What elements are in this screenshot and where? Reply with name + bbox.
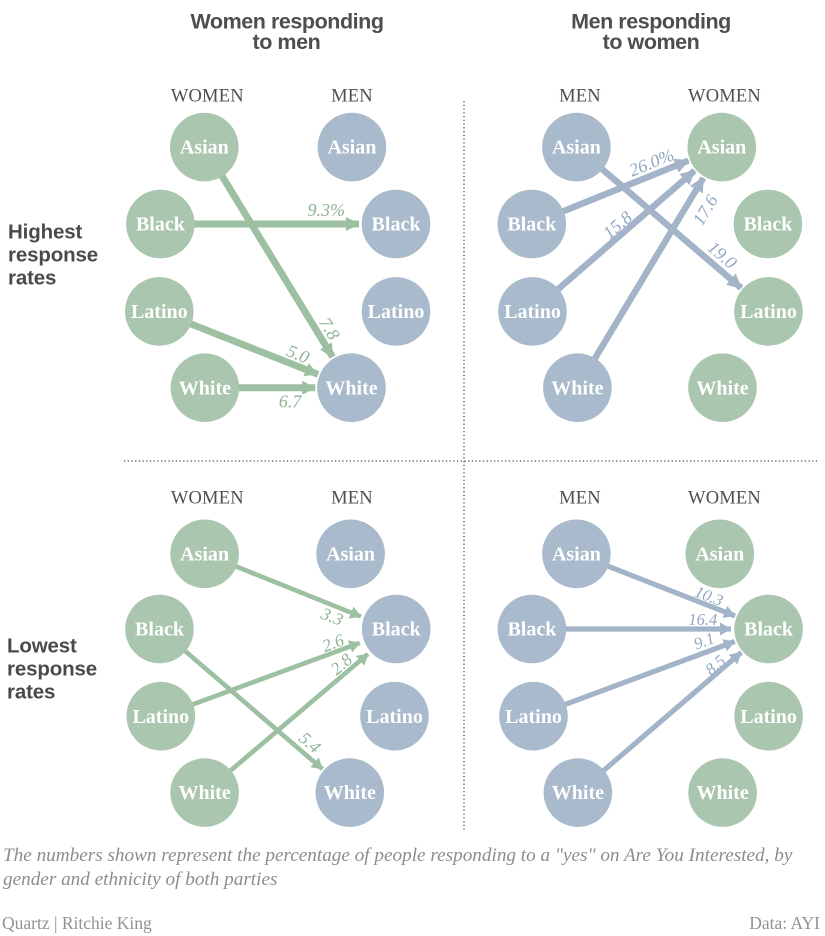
svg-text:Asian: Asian	[180, 543, 229, 565]
svg-text:rates: rates	[8, 266, 56, 289]
svg-text:WOMEN: WOMEN	[171, 87, 244, 107]
svg-text:to men: to men	[253, 30, 321, 54]
svg-text:WOMEN: WOMEN	[688, 489, 761, 509]
svg-text:White: White	[552, 782, 604, 804]
svg-text:Asian: Asian	[327, 137, 376, 159]
svg-text:White: White	[325, 377, 377, 399]
svg-text:White: White	[696, 377, 748, 399]
svg-text:Asian: Asian	[697, 137, 746, 159]
svg-text:MEN: MEN	[331, 489, 373, 509]
svg-text:White: White	[324, 782, 376, 804]
svg-text:Women responding: Women responding	[190, 9, 383, 33]
svg-text:6.7: 6.7	[279, 391, 303, 411]
svg-text:gender and ethnicity of both p: gender and ethnicity of both parties	[3, 869, 277, 890]
svg-text:16.4: 16.4	[688, 610, 717, 629]
svg-text:Black: Black	[136, 214, 186, 236]
svg-text:to women: to women	[603, 30, 700, 54]
svg-text:White: White	[179, 377, 231, 399]
svg-text:Highest: Highest	[8, 221, 82, 244]
svg-text:Latino: Latino	[368, 301, 425, 323]
svg-text:Latino: Latino	[740, 706, 797, 728]
svg-text:rates: rates	[7, 680, 55, 703]
svg-text:Black: Black	[507, 619, 557, 641]
svg-text:Black: Black	[135, 619, 185, 641]
svg-text:response: response	[7, 658, 97, 681]
svg-text:White: White	[696, 782, 748, 804]
svg-text:Latino: Latino	[740, 301, 797, 323]
svg-text:Quartz | Ritchie King: Quartz | Ritchie King	[2, 913, 152, 933]
svg-text:Asian: Asian	[552, 543, 601, 565]
svg-text:Men responding: Men responding	[571, 9, 731, 33]
svg-text:MEN: MEN	[559, 87, 601, 107]
svg-text:response: response	[8, 244, 98, 267]
svg-text:9.3%: 9.3%	[308, 200, 346, 220]
svg-text:Black: Black	[744, 619, 794, 641]
svg-text:Black: Black	[372, 619, 422, 641]
svg-text:Asian: Asian	[552, 137, 601, 159]
svg-text:White: White	[551, 377, 603, 399]
svg-text:Asian: Asian	[326, 543, 375, 565]
svg-text:Latino: Latino	[132, 706, 189, 728]
svg-text:Asian: Asian	[695, 543, 744, 565]
svg-text:WOMEN: WOMEN	[171, 489, 244, 509]
svg-text:The numbers shown represent th: The numbers shown represent the percenta…	[3, 845, 793, 866]
svg-text:Asian: Asian	[180, 137, 229, 159]
svg-text:Black: Black	[372, 214, 422, 236]
svg-text:Data: AYI: Data: AYI	[749, 913, 820, 933]
svg-text:Black: Black	[743, 214, 793, 236]
svg-text:WOMEN: WOMEN	[688, 87, 761, 107]
svg-text:MEN: MEN	[331, 87, 373, 107]
svg-text:White: White	[178, 782, 230, 804]
svg-text:Latino: Latino	[366, 706, 423, 728]
svg-text:Latino: Latino	[504, 301, 561, 323]
svg-text:Lowest: Lowest	[7, 635, 77, 658]
svg-text:Black: Black	[507, 214, 557, 236]
svg-text:Latino: Latino	[505, 706, 562, 728]
svg-text:Latino: Latino	[131, 301, 188, 323]
svg-text:MEN: MEN	[559, 489, 601, 509]
